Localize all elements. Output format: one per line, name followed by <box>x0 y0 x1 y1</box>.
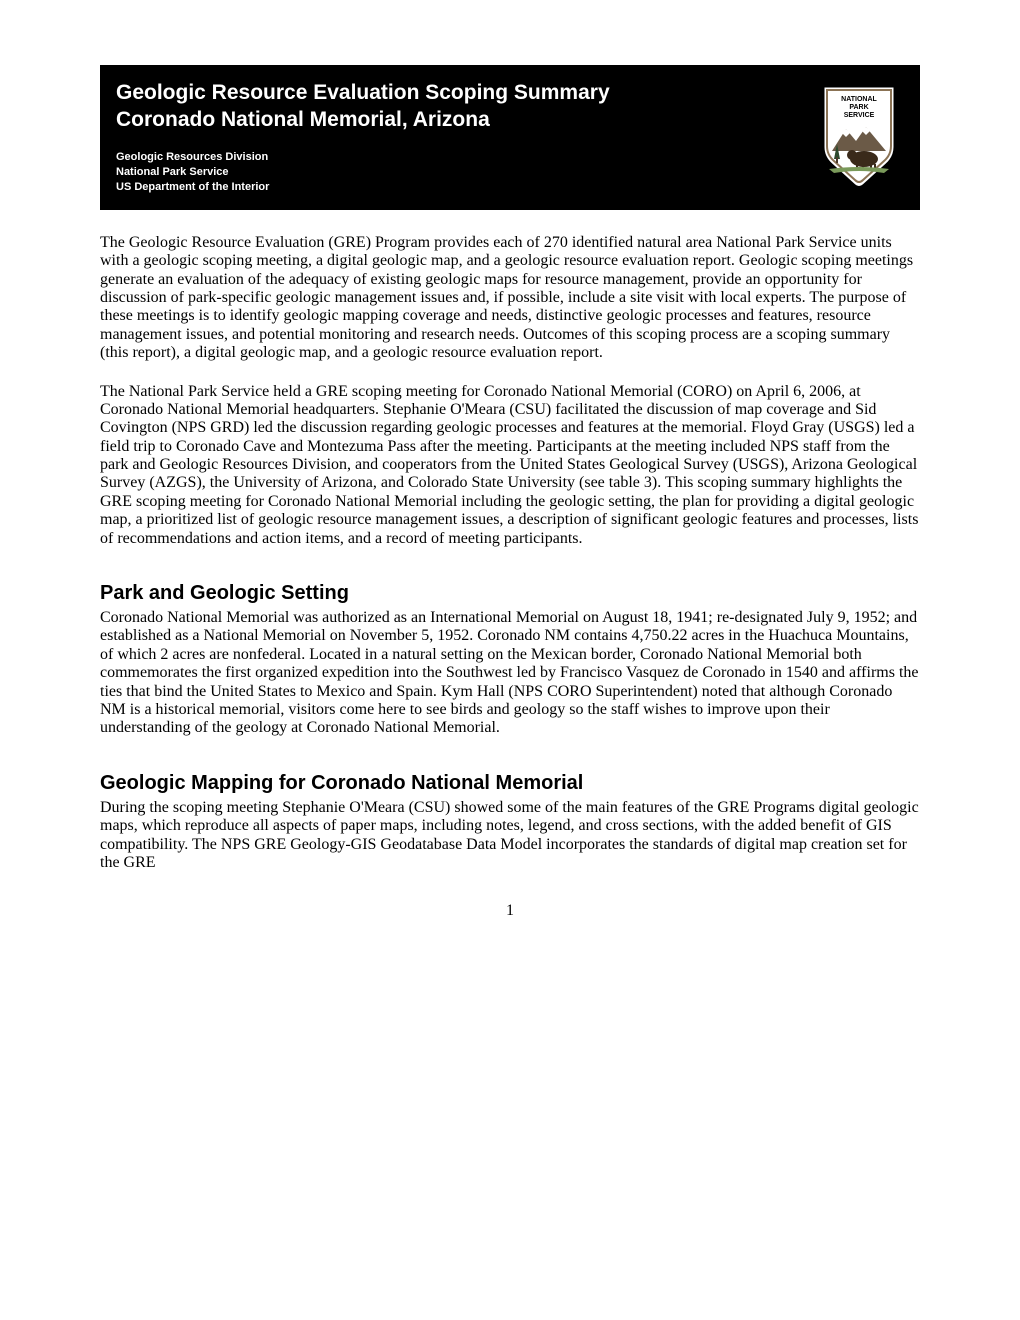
page-number: 1 <box>100 902 920 920</box>
header-organization: Geologic Resources Division National Par… <box>116 150 904 196</box>
org-line-2: National Park Service <box>116 165 904 180</box>
logo-text-service: SERVICE <box>844 112 875 119</box>
section-body-geologic-mapping: During the scoping meeting Stephanie O'M… <box>100 799 920 873</box>
section-heading-geologic-mapping: Geologic Mapping for Coronado National M… <box>100 772 920 795</box>
logo-text-national: NATIONAL <box>841 96 877 103</box>
logo-text-park: PARK <box>849 104 868 111</box>
nps-arrowhead-logo-icon: NATIONAL PARK SERVICE <box>814 79 904 189</box>
intro-paragraph-1: The Geologic Resource Evaluation (GRE) P… <box>100 234 920 363</box>
section-body-park-setting: Coronado National Memorial was authorize… <box>100 609 920 738</box>
header-banner: Geologic Resource Evaluation Scoping Sum… <box>100 65 920 210</box>
document-subtitle: Coronado National Memorial, Arizona <box>116 106 904 133</box>
section-heading-park-setting: Park and Geologic Setting <box>100 582 920 605</box>
document-title: Geologic Resource Evaluation Scoping Sum… <box>116 79 904 106</box>
org-line-1: Geologic Resources Division <box>116 150 904 165</box>
intro-paragraph-2: The National Park Service held a GRE sco… <box>100 383 920 549</box>
org-line-3: US Department of the Interior <box>116 180 904 195</box>
